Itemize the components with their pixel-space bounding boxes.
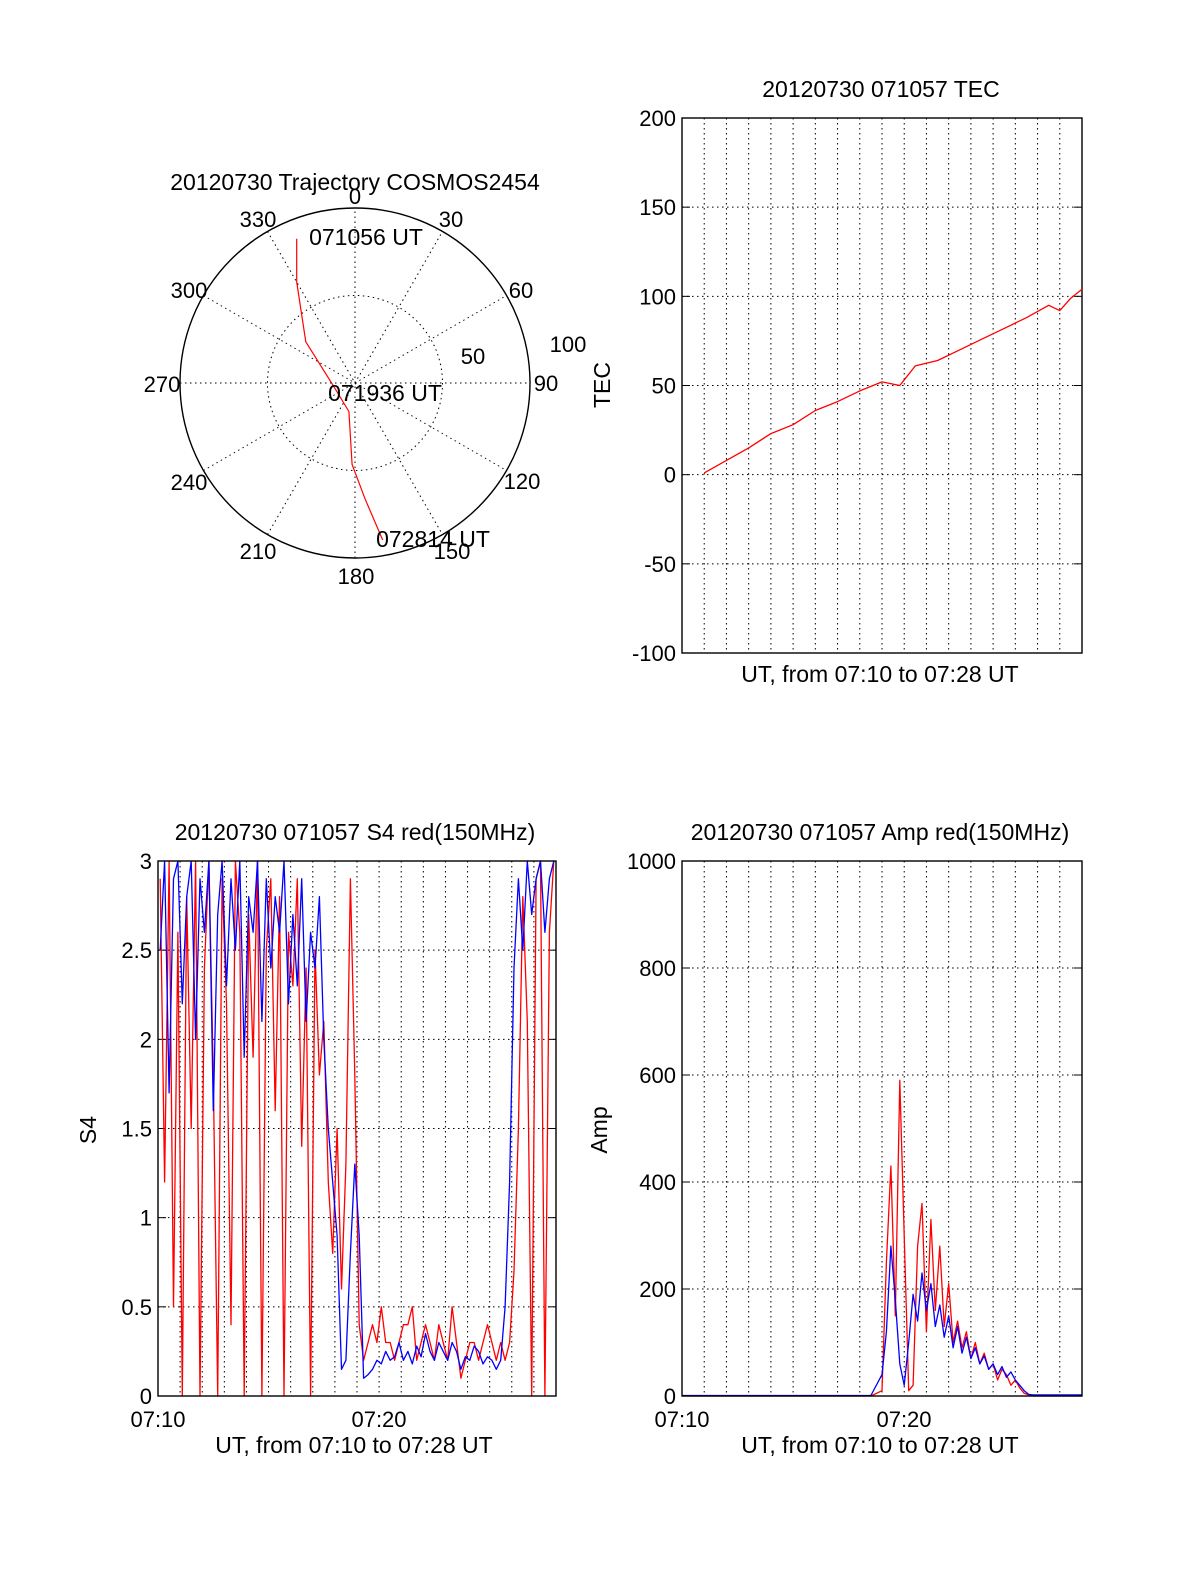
az-label-300: 300 xyxy=(171,278,208,303)
amp-y-label: Amp xyxy=(586,1106,612,1153)
s4-x-tick-0720: 07:20 xyxy=(351,1407,406,1432)
az-label-270: 270 xyxy=(144,372,181,397)
s4-y-label: S4 xyxy=(75,1116,101,1144)
az-label-30: 30 xyxy=(439,207,463,232)
s4-x-tick-0710: 07:10 xyxy=(130,1407,185,1432)
tec-plot-frame xyxy=(681,117,1083,654)
s4-title: 20120730 071057 S4 red(150MHz) xyxy=(175,819,536,845)
amp-title: 20120730 071057 Amp red(150MHz) xyxy=(691,819,1069,845)
az-label-240: 240 xyxy=(171,470,208,495)
tec-panel: 20120730 071057 TEC -100-50050100150200 … xyxy=(589,76,1083,687)
s4-y-tick-label: 1 xyxy=(140,1206,152,1231)
tec-series xyxy=(703,288,1083,474)
az-label-0: 0 xyxy=(349,184,361,209)
tec-y-tick-label: 100 xyxy=(639,284,676,309)
s4-x-label: UT, from 07:10 to 07:28 UT xyxy=(215,1432,492,1458)
az-label-210: 210 xyxy=(240,539,277,564)
s4-series xyxy=(159,860,555,1397)
s4-y-tick-label: 2 xyxy=(140,1027,152,1052)
amp-y-tick-label: 400 xyxy=(639,1170,676,1195)
radial-label-100: 100 xyxy=(550,332,587,357)
polar-panel: 20120730 Trajectory COSMOS2454 0 30 60 9… xyxy=(144,169,587,589)
tec-y-tick-label: -100 xyxy=(632,641,676,666)
amp-series xyxy=(682,1079,1082,1397)
trajectory-line xyxy=(296,238,384,541)
amp-grid xyxy=(682,861,1082,1396)
polar-spokes xyxy=(180,208,530,558)
tec-y-tick-label: -50 xyxy=(644,552,676,577)
s4-y-tick-label: 0 xyxy=(140,1384,152,1409)
polar-inner-circle xyxy=(267,295,443,471)
tec-y-ticks: -100 -50 0 50 100 150 200 xyxy=(632,106,1082,666)
tec-title: 20120730 071057 TEC xyxy=(762,76,999,102)
polar-spoke-150 xyxy=(267,231,443,535)
amp-series-line-0 xyxy=(682,1079,1082,1397)
amp-y-tick-label: 1000 xyxy=(627,849,676,874)
amp-y-tick-label: 800 xyxy=(639,956,676,981)
az-label-180: 180 xyxy=(338,564,375,589)
amp-x-tick-0710: 07:10 xyxy=(654,1407,709,1432)
az-label-120: 120 xyxy=(504,469,541,494)
az-label-60: 60 xyxy=(509,278,533,303)
amp-y-tick-label: 600 xyxy=(639,1063,676,1088)
s4-y-tick-label: 0.5 xyxy=(121,1295,152,1320)
amp-series-line-1 xyxy=(682,1245,1082,1397)
amp-y-ticks: 0 200 400 600 800 1000 xyxy=(627,849,1082,1409)
az-label-90: 90 xyxy=(534,371,558,396)
tec-y-tick-label: 0 xyxy=(664,463,676,488)
amp-plot-frame xyxy=(681,860,1083,1397)
s4-plot-frame xyxy=(157,860,557,1397)
s4-series-line-1 xyxy=(159,860,555,1379)
s4-y-tick-label: 1.5 xyxy=(121,1117,152,1142)
amp-x-tick-0720: 07:20 xyxy=(876,1407,931,1432)
amp-y-tick-label: 0 xyxy=(664,1384,676,1409)
tec-series-line-0 xyxy=(703,288,1083,474)
tec-y-tick-label: 150 xyxy=(639,195,676,220)
amp-panel: 20120730 071057 Amp red(150MHz) 0 200 400 6… xyxy=(586,819,1083,1458)
radial-label-50: 50 xyxy=(461,344,485,369)
tec-y-tick-label: 200 xyxy=(639,106,676,131)
tec-x-label: UT, from 07:10 to 07:28 UT xyxy=(741,661,1018,687)
tec-grid xyxy=(682,118,1082,653)
polar-title: 20120730 Trajectory COSMOS2454 xyxy=(170,169,540,195)
az-label-150: 150 xyxy=(434,539,471,564)
s4-y-tick-label: 2.5 xyxy=(121,938,152,963)
trajectory-end-label: 072814 UT xyxy=(376,526,490,552)
s4-y-ticks: 0 0.5 1 1.5 2 2.5 3 xyxy=(121,849,556,1409)
trajectory-start-label: 071056 UT xyxy=(309,224,423,250)
az-label-330: 330 xyxy=(240,207,277,232)
s4-y-tick-label: 3 xyxy=(140,849,152,874)
s4-grid xyxy=(158,861,556,1396)
s4-panel: 20120730 071057 S4 red(150MHz) 0 0.5 1 1.5 2… xyxy=(75,819,557,1458)
tec-y-label: TEC xyxy=(589,362,615,408)
trajectory-middle-label: 071936 UT xyxy=(328,380,442,406)
amp-x-label: UT, from 07:10 to 07:28 UT xyxy=(741,1432,1018,1458)
tec-y-tick-label: 50 xyxy=(652,374,676,399)
amp-y-tick-label: 200 xyxy=(639,1277,676,1302)
